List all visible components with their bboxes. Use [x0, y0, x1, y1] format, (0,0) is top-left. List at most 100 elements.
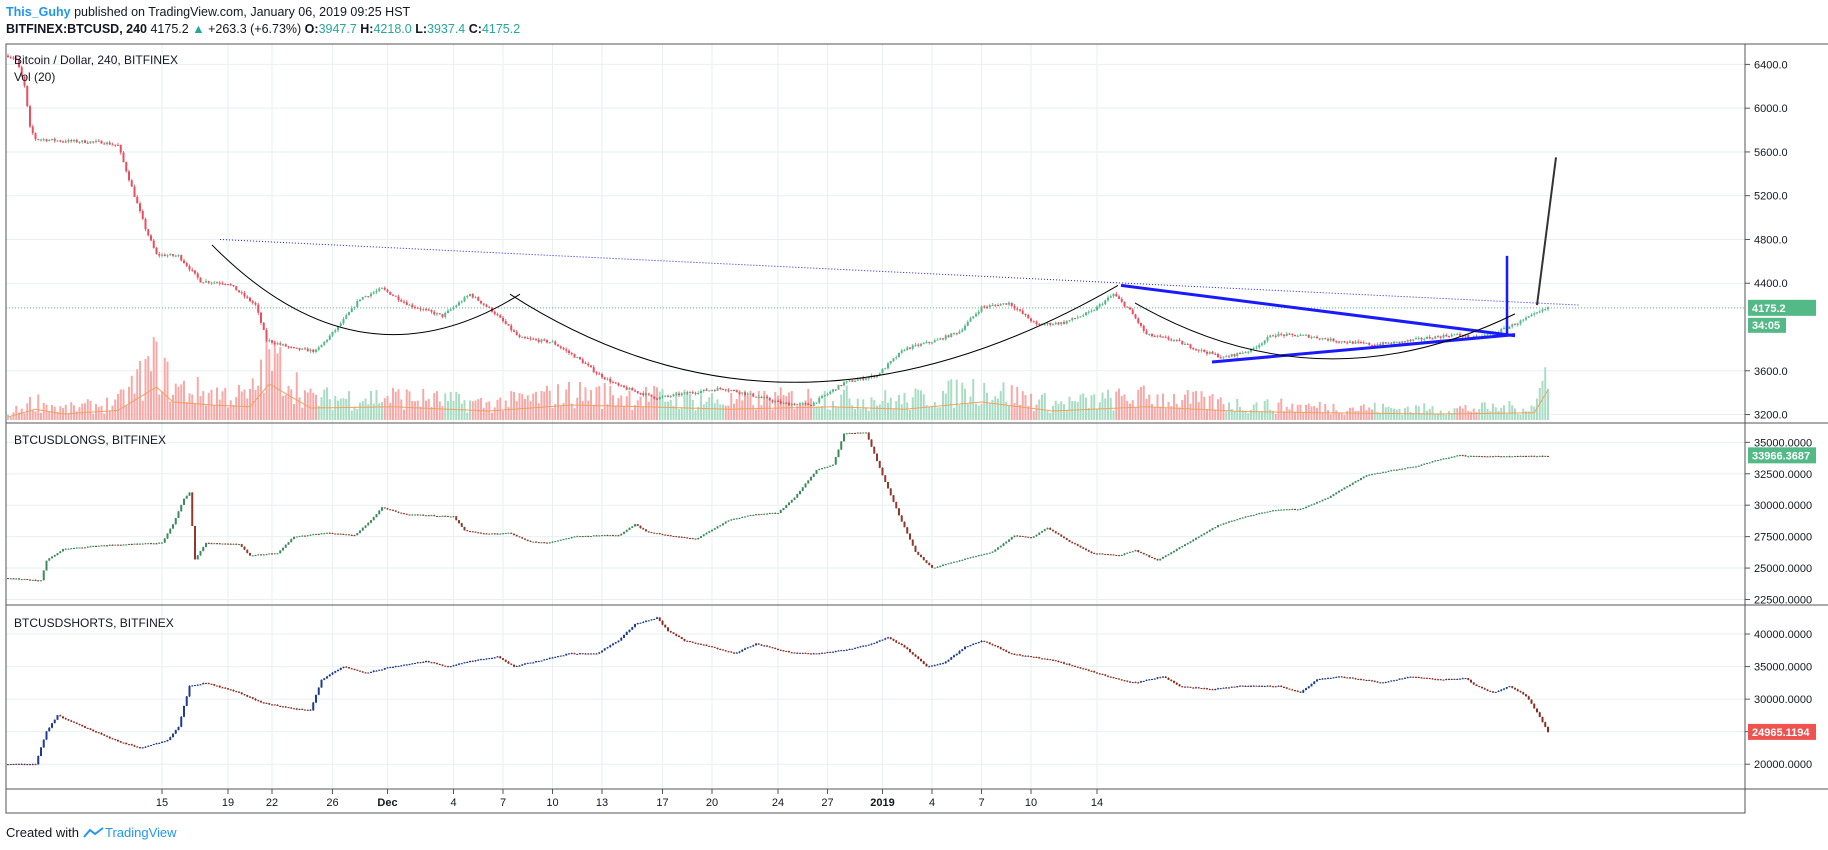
candle-body [1175, 548, 1178, 551]
candle-body [744, 648, 746, 650]
candle-body [304, 348, 306, 350]
volume-bar [1118, 388, 1120, 420]
drawings[interactable] [211, 157, 1581, 383]
candle-body [997, 547, 999, 550]
candle-body [733, 390, 735, 392]
volume-bar [521, 394, 524, 420]
candle-body [804, 403, 807, 405]
volume-bar [1175, 403, 1178, 420]
volume-bar [826, 409, 829, 420]
volume-bar [650, 396, 653, 420]
x-tick-label: 27 [821, 797, 833, 809]
candle-body [1052, 529, 1054, 532]
volume-bar [834, 406, 837, 420]
volume-bar [444, 393, 447, 420]
volume-bar [64, 404, 67, 420]
candle-body [1076, 666, 1079, 668]
candle-body [1371, 344, 1373, 346]
volume-bar [1547, 388, 1549, 420]
candle-body [859, 377, 862, 380]
candle-body [408, 514, 411, 516]
volume-bar [73, 405, 75, 420]
author-link[interactable]: This_Guhy [6, 5, 71, 19]
volume-bar [251, 378, 254, 420]
candle-body [1313, 503, 1316, 505]
candle-body [199, 551, 202, 556]
candle-body [144, 543, 147, 545]
volume-bar [1357, 410, 1360, 420]
candle-body [1533, 313, 1536, 315]
price-candles [7, 53, 1549, 407]
candle-body [1486, 456, 1489, 458]
candle-body [532, 338, 535, 340]
candle-body [1283, 686, 1285, 688]
candle-body [719, 525, 722, 527]
candle-body [15, 763, 18, 765]
volume-bar [152, 337, 155, 420]
candle-body [559, 346, 562, 348]
candle-body [59, 715, 62, 717]
candle-body [1203, 349, 1206, 352]
candle-body [364, 525, 367, 528]
candle-body [543, 659, 546, 661]
candle-body [620, 385, 623, 387]
volume-bar [691, 399, 694, 420]
candle-body [1032, 321, 1035, 323]
candle-body [1079, 316, 1082, 318]
candle-body [515, 534, 518, 537]
candle-body [1137, 318, 1140, 324]
candle-body [928, 666, 931, 668]
candle-body [1285, 687, 1288, 689]
candle-body [628, 527, 631, 530]
candle-body [1192, 539, 1195, 542]
candle-body [1222, 523, 1225, 525]
candle-body [1142, 325, 1145, 331]
candle-body [1316, 336, 1318, 339]
candle-body [229, 284, 232, 286]
candle-body [667, 395, 669, 397]
volume-bar [364, 398, 367, 420]
candle-body [249, 696, 251, 698]
candle-body [1459, 455, 1461, 457]
candle-body [257, 700, 260, 702]
volume-bar [1021, 391, 1024, 420]
candle-body [240, 544, 243, 547]
volume-bar [914, 388, 917, 420]
candle-body [238, 544, 240, 546]
candle-body [1291, 509, 1294, 511]
candle-body [1296, 690, 1299, 692]
x-tick-label: 15 [156, 797, 168, 809]
volume-bar [1431, 406, 1434, 420]
volume-bar [1052, 405, 1054, 420]
candle-body [273, 553, 276, 555]
volume-bar [383, 398, 386, 420]
candle-body [92, 141, 95, 143]
candle-body [749, 515, 752, 517]
candle-body [1343, 341, 1346, 343]
candle-body [169, 528, 172, 534]
candle-body [301, 348, 304, 350]
candle-body [1373, 345, 1376, 347]
volume-bar [232, 404, 235, 420]
candle-body [537, 661, 540, 663]
candle-body [1492, 456, 1494, 458]
candle-body [557, 656, 559, 658]
candle-body [1211, 351, 1214, 354]
volume-bar [931, 406, 933, 420]
candle-body [95, 731, 97, 733]
candle-body [716, 647, 719, 650]
volume-bar [752, 405, 755, 420]
volume-bar [716, 399, 719, 420]
volume-bar [331, 410, 334, 420]
candle-body [1120, 679, 1123, 681]
candle-body [845, 649, 848, 651]
candle-body [328, 335, 331, 340]
tradingview-link[interactable]: TradingView [83, 825, 177, 840]
candle-body [1417, 465, 1420, 467]
candle-body [290, 346, 293, 348]
candle-body [213, 282, 216, 284]
candle-body [983, 640, 986, 642]
candle-body [859, 432, 862, 434]
high-label: H: [360, 22, 374, 36]
